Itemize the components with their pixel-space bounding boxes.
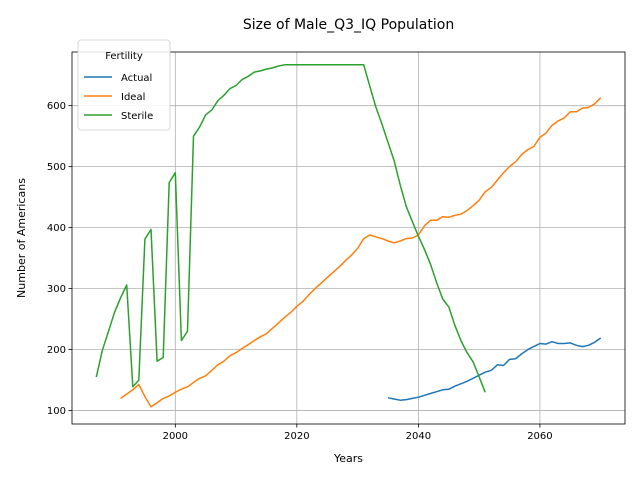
x-axis-label: Years [333,452,363,465]
x-tick-label: 2000 [163,431,188,442]
legend-title: Fertility [105,51,143,62]
y-tick-label: 200 [47,345,66,356]
chart-title: Size of Male_Q3_IQ Population [243,17,454,33]
series-lines [95,64,602,408]
series-line-ideal [120,97,602,408]
legend-label-ideal: Ideal [121,92,145,103]
y-tick-label: 300 [47,284,66,295]
x-tick-label: 2060 [527,431,552,442]
x-tick-label: 2020 [284,431,309,442]
legend-label-actual: Actual [121,73,152,84]
y-tick-label: 500 [47,162,66,173]
x-tick-label: 2040 [406,431,431,442]
grid [72,52,625,424]
legend-frame [77,39,171,131]
y-tick-label: 400 [47,223,66,234]
y-axis-label: Number of Americans [15,178,28,298]
plot-area-frame [71,51,626,425]
series-line-actual [387,337,602,401]
axis-ticks: 2000 2020 2040 2060 100 200 300 400 500 600 [47,101,553,442]
legend-entries: Actual Ideal Sterile [84,73,153,122]
series-line-sterile [95,64,486,393]
legend-label-sterile: Sterile [121,111,153,122]
y-tick-label: 600 [47,101,66,112]
legend: Fertility Actual Ideal Sterile [77,39,171,131]
y-tick-label: 100 [47,406,66,417]
